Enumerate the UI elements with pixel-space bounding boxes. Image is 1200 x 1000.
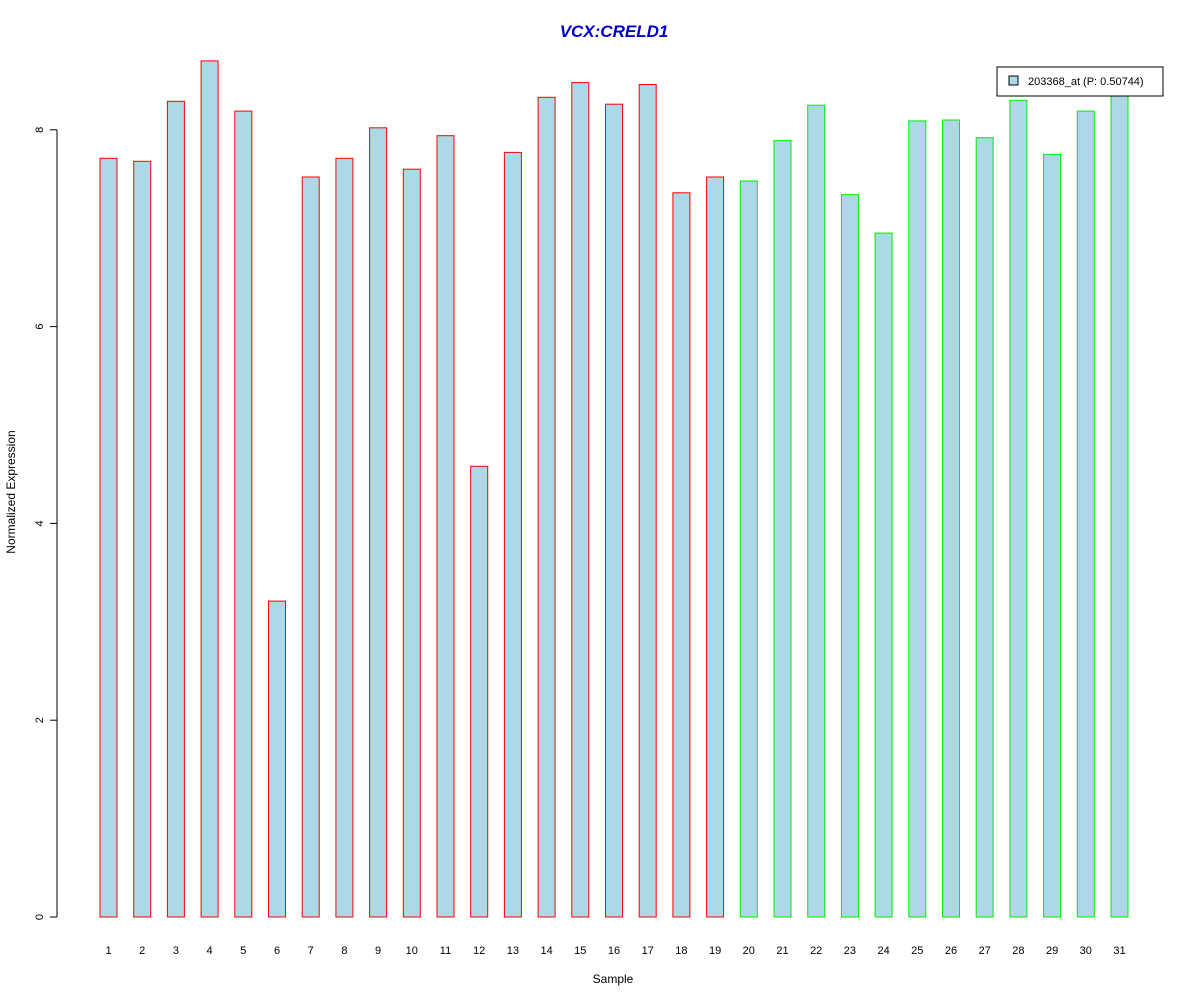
bar-sample-10 <box>402 168 421 918</box>
x-tick-label: 7 <box>308 945 314 957</box>
x-tick-label: 16 <box>608 945 620 957</box>
x-tick-label: 21 <box>776 945 788 957</box>
x-axis-label: Sample <box>593 972 634 986</box>
bar-sample-16 <box>605 103 623 918</box>
x-tick-label: 8 <box>341 945 347 957</box>
x-tick-label: 17 <box>642 945 654 957</box>
bar-sample-12 <box>470 465 489 918</box>
bar-sample-11 <box>436 135 455 918</box>
bar-sample-9 <box>369 127 388 918</box>
x-tick-label: 28 <box>1012 945 1024 957</box>
bar-sample-26 <box>942 119 960 918</box>
x-tick-label: 15 <box>574 945 586 957</box>
x-tick-label: 5 <box>240 945 246 957</box>
chart-title: VCX:CRELD1 <box>560 22 669 41</box>
x-tick-label: 11 <box>440 945 451 957</box>
x-tick-label: 23 <box>844 945 856 957</box>
x-tick-label: 22 <box>810 945 822 957</box>
bar-sample-21 <box>773 140 792 918</box>
legend-box <box>996 66 1164 97</box>
x-tick-label: 31 <box>1113 945 1125 957</box>
y-tick-label: 8 <box>34 127 46 133</box>
x-tick-label: 9 <box>375 945 381 957</box>
bar-sample-1 <box>99 157 118 918</box>
x-tick-label: 12 <box>473 945 485 957</box>
legend: 203368_at (P: 0.50744) <box>996 66 1164 97</box>
x-tick-label: 3 <box>173 945 179 957</box>
y-tick-label: 2 <box>34 717 46 723</box>
bar-sample-29 <box>1043 153 1062 918</box>
x-tick-label: 1 <box>105 945 111 957</box>
legend-entry: 203368_at (P: 0.50744) <box>1028 76 1144 88</box>
bar-sample-8 <box>335 157 354 918</box>
bar-sample-15 <box>571 82 590 918</box>
x-tick-label: 25 <box>911 945 923 957</box>
x-tick-label: 2 <box>139 945 145 957</box>
bar-sample-22 <box>807 104 826 918</box>
bar-sample-19 <box>706 176 725 918</box>
x-tick-label: 24 <box>877 945 889 957</box>
legend-swatch <box>1008 75 1019 86</box>
y-tick-label: 6 <box>34 324 46 330</box>
bar-sample-27 <box>975 137 994 918</box>
x-tick-label: 6 <box>274 945 280 957</box>
y-tick-label: 0 <box>34 914 46 920</box>
x-tick-label: 30 <box>1080 945 1092 957</box>
bar-sample-4 <box>200 60 219 918</box>
bar-sample-17 <box>638 84 657 918</box>
y-axis: 0 2 4 6 8 <box>34 127 58 920</box>
bar-sample-25 <box>908 120 927 918</box>
bar-sample-14 <box>537 96 556 918</box>
bar-sample-7 <box>301 176 320 918</box>
bar-sample-18 <box>672 192 691 918</box>
x-tick-label: 20 <box>743 945 755 957</box>
x-tick-label: 4 <box>207 945 213 957</box>
bar-sample-31 <box>1110 94 1129 918</box>
bar-sample-13 <box>503 151 522 918</box>
x-tick-label: 26 <box>945 945 957 957</box>
y-axis-label: Normalized Expression <box>4 430 18 553</box>
bar-sample-23 <box>840 194 859 918</box>
x-tick-label: 13 <box>507 945 519 957</box>
bar-sample-3 <box>166 100 185 918</box>
bar-sample-28 <box>1009 99 1028 918</box>
x-tick-label: 10 <box>406 945 418 957</box>
x-tick-label: 19 <box>709 945 721 957</box>
x-tick-labels: 1 2 3 4 5 6 7 8 9 10 11 12 13 14 15 16 17 18 19 20 21 22 23 24 2… <box>105 945 1125 957</box>
bar-sample-24 <box>874 232 893 918</box>
x-tick-label: 27 <box>979 945 991 957</box>
bar-sample-5 <box>234 110 253 918</box>
bars-group <box>99 60 1129 918</box>
y-tick-label: 4 <box>34 520 46 526</box>
bar-sample-6 <box>268 600 286 918</box>
x-tick-label: 14 <box>540 945 552 957</box>
x-tick-label: 29 <box>1046 945 1058 957</box>
bar-sample-2 <box>133 160 152 918</box>
bar-sample-20 <box>739 180 758 918</box>
bar-sample-30 <box>1076 110 1095 918</box>
x-tick-label: 18 <box>675 945 687 957</box>
